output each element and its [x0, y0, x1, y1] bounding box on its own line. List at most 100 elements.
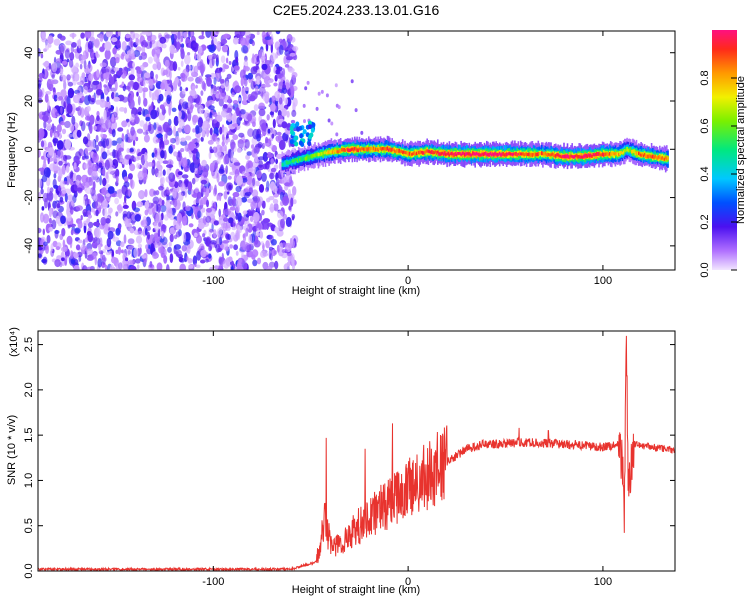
heatmap-noise-cell [56, 140, 64, 150]
heatmap-noise-cell [54, 230, 60, 234]
heatmap-noise-cell [270, 62, 273, 68]
heatmap-signal-cell [336, 150, 338, 154]
heatmap-signal-cell [536, 152, 538, 157]
heatmap-signal-cell [383, 146, 385, 151]
heatmap-noise-cell [86, 218, 91, 223]
heatmap-signal-cell [595, 152, 598, 156]
heatmap-noise-cell [206, 127, 210, 138]
heatmap-noise-cell [174, 234, 178, 240]
heatmap-signal-cell [410, 152, 412, 157]
heatmap-noise-cell [215, 54, 219, 63]
heatmap-noise-cell [59, 196, 64, 203]
heatmap-noise-cell [77, 105, 82, 116]
heatmap-signal-cell [463, 153, 466, 157]
heatmap-noise-cell [96, 124, 101, 132]
heatmap-signal-cell [399, 150, 402, 153]
heatmap-noise-cell [142, 166, 148, 178]
heatmap-signal-cell [456, 152, 459, 156]
heatmap-signal-cell [599, 153, 601, 157]
heatmap-noise-cell [244, 191, 252, 196]
heatmap-noise-cell [292, 97, 298, 108]
heatmap-noise-cell [216, 114, 223, 123]
heatmap-noise-cell [261, 200, 266, 209]
heatmap-noise-cell [65, 165, 70, 173]
heatmap-signal-cell [483, 152, 486, 156]
heatmap-noise-cell [211, 119, 215, 125]
heatmap-noise-cell [209, 228, 214, 233]
heatmap-noise-cell [145, 160, 149, 169]
heatmap-noise-cell [223, 190, 228, 200]
heatmap-noise-cell [270, 239, 277, 246]
heatmap-noise-cell [217, 267, 221, 270]
colorbar: 0.0 0.2 0.4 0.6 0.8 Normalized spectral ampl… [699, 30, 747, 278]
heatmap-signal-cell [614, 152, 617, 156]
heatmap-noise-cell [84, 198, 90, 207]
colorbar-tick-label: 0.8 [699, 70, 711, 85]
heatmap-noise-cell [180, 35, 184, 43]
heatmap-noise-cell [172, 144, 176, 150]
heatmap-signal-cell [521, 152, 523, 156]
heatmap-signal-cell [604, 152, 606, 157]
heatmap-noise-cell [131, 220, 135, 226]
heatmap-signal-cell [356, 148, 358, 152]
heatmap-noise-cell [104, 159, 110, 171]
heatmap-noise-cell [273, 250, 278, 255]
heatmap-noise-cell [253, 239, 261, 248]
heatmap-signal-cell [660, 157, 662, 161]
heatmap-noise-cell [194, 187, 200, 194]
heatmap-noise-cell [135, 38, 141, 46]
heatmap-signal-cell [334, 148, 336, 152]
heatmap-noise-cell [160, 177, 163, 185]
heatmap-noise-cell [261, 63, 268, 71]
heatmap-noise-cell [242, 233, 246, 239]
heatmap-signal-cell [512, 152, 515, 156]
heatmap-noise-cell [218, 264, 222, 269]
heatmap-signal-cell [454, 151, 457, 156]
heatmap-noise-cell [223, 64, 230, 70]
heatmap-noise-cell [42, 256, 48, 265]
heatmap-signal-cell [372, 146, 375, 151]
heatmap-signal-cell [282, 162, 285, 167]
snr-x-label: Height of straight line (km) [292, 584, 420, 596]
heatmap-noise-cell [270, 158, 275, 166]
heatmap-noise-cell [233, 112, 237, 120]
heatmap-noise-cell [222, 104, 228, 109]
heatmap-noise-cell [258, 156, 265, 161]
heatmap-noise-cell [231, 92, 235, 98]
heatmap-noise-cell [225, 57, 229, 64]
heatmap-noise-cell [255, 180, 260, 187]
heatmap-signal-cell [299, 133, 304, 139]
heatmap-noise-cell [221, 126, 229, 136]
heatmap-noise-cell [51, 106, 55, 114]
heatmap-noise-cell [98, 244, 101, 252]
heatmap-noise-cell [156, 203, 161, 213]
heatmap-noise-cell [182, 201, 186, 211]
heatmap-noise-cell [230, 139, 235, 151]
heatmap-noise-cell [100, 116, 104, 127]
colorbar-tick-label: 0.0 [699, 262, 711, 277]
heatmap-signal-cell [619, 151, 621, 155]
heatmap-signal-cell [327, 150, 329, 155]
heatmap-noise-cell [137, 95, 141, 106]
heatmap-signal-cell [622, 150, 625, 154]
heatmap-noise-cell [220, 83, 225, 89]
heatmap-noise-cell [273, 202, 279, 212]
heatmap-noise-cell [126, 129, 129, 135]
heatmap-noise-cell [161, 43, 167, 49]
heatmap-noise-cell [188, 65, 192, 70]
heatmap-noise-cell [281, 253, 288, 259]
heatmap-noise-cell [235, 229, 240, 241]
heatmap-signal-cell [653, 155, 655, 160]
heatmap-noise-cell [205, 186, 209, 197]
heatmap-signal-cell [330, 149, 333, 154]
heatmap-noise-cell [159, 36, 167, 44]
heatmap-noise-cell [200, 90, 204, 96]
heatmap-noise-cell [330, 121, 334, 126]
heatmap-noise-cell [102, 254, 106, 265]
heatmap-noise-cell [255, 170, 262, 179]
heatmap-noise-cell [180, 60, 184, 67]
heatmap-noise-cell [268, 249, 272, 260]
heatmap-signal-cell [445, 153, 447, 157]
heatmap-noise-cell [195, 84, 198, 89]
heatmap-noise-cell [179, 263, 186, 270]
